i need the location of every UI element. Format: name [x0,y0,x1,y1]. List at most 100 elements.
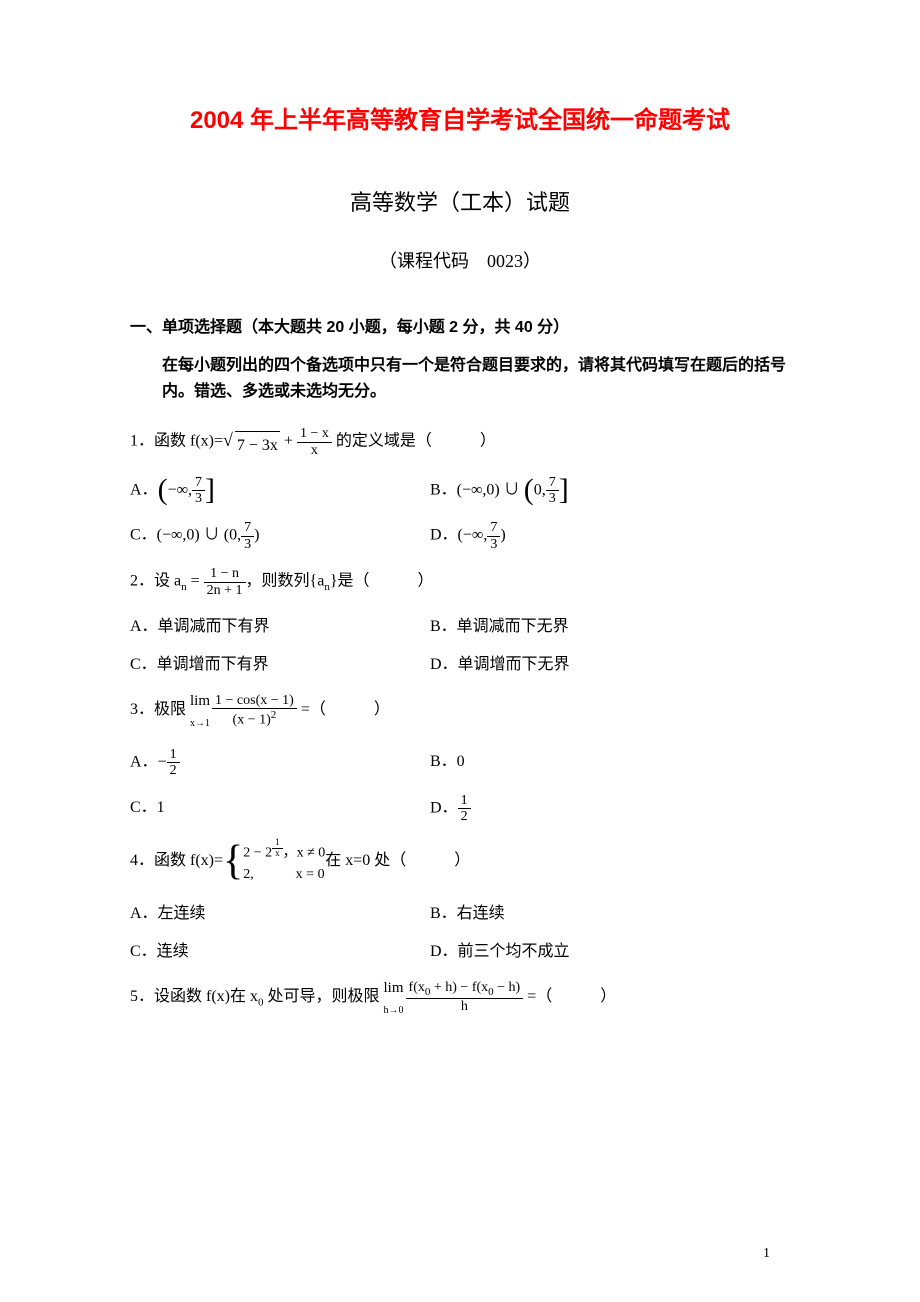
q3A-label: A．− [130,753,167,770]
q1-optB-frac: 73 [546,475,559,507]
q2-mid: ，则数列{a [246,573,325,590]
sub-title: 高等数学（工本）试题 [130,185,790,217]
q4-row1: 2 − 21x，x ≠ 0 [243,838,325,864]
page-number: 1 [763,1246,770,1262]
q1B-num: 7 [546,475,559,491]
q2-frac: 1 − n2n + 1 [204,566,246,598]
q5-frac: f(x0 + h) − f(x0 − h)h [406,980,524,1014]
q1-frac-den: x [297,443,332,458]
q1-optC-frac: 73 [241,520,254,552]
q1D-tail: ) [500,527,505,544]
q4-row2: 2, x = 0 [243,864,325,885]
q3-opt-a: A．−12 [130,747,430,779]
brace-left-icon: { [223,843,243,881]
bracket-right-icon: ] [205,478,215,502]
q3A-num: 1 [167,747,180,763]
q1-frac: 1 − xx [297,426,332,458]
question-1: 1．函数 f(x)=√7 − 3x + 1 − xx 的定义域是（ ） [130,426,790,460]
q4-opt-b: B．右连续 [430,899,790,923]
main-title: 2004 年上半年高等教育自学考试全国统一命题考试 [130,100,790,135]
q3-suffix: =（ ） [297,701,390,718]
q1A-num: 7 [192,475,205,491]
limit-icon: limh→0 [384,975,404,1020]
q2-options-1: A．单调减而下有界 B．单调减而下无界 [130,612,790,636]
q2-num: 1 − n [204,566,246,582]
q1-opt-d: D．(−∞,73) [430,520,790,552]
q3-frac: 1 − cos(x − 1)(x − 1)2 [212,693,297,728]
q5-limsub: h→0 [384,1002,404,1020]
q3-den: (x − 1)2 [212,709,297,728]
q4-prefix: 4．函数 f(x)= [130,852,223,869]
q2-opt-c: C．单调增而下有界 [130,650,430,674]
sqrt-icon: √7 − 3x [223,431,280,461]
q2-opt-b: B．单调减而下无界 [430,612,790,636]
q3D-den: 2 [458,809,471,824]
q1-plus: + [280,433,297,450]
q3-opt-b: B．0 [430,747,790,779]
q1-options-1: A．(−∞,73] B．(−∞,0) ∪ (0,73] [130,475,790,507]
q4-brace-rows: 2 − 21x，x ≠ 0 2, x = 0 [243,838,325,885]
q1-opt-b: B．(−∞,0) ∪ (0,73] [430,475,790,507]
q3-prefix: 3．极限 [130,701,190,718]
q1C-num: 7 [241,520,254,536]
q2-opt-d: D．单调增而下无界 [430,650,790,674]
section-1-note: 在每小题列出的四个备选项中只有一个是符合题目要求的，请将其代码填写在题后的括号内… [162,353,790,404]
q1-optB-label: B．(−∞,0) ∪ [430,481,524,498]
q1-optC-label: C．(−∞,0) ∪ (0, [130,527,241,544]
q5-numb: + h) − f(x [430,980,488,995]
q3A-den: 2 [167,763,180,778]
q2-options-2: C．单调增而下有界 D．单调增而下无界 [130,650,790,674]
q1D-den: 3 [487,537,500,552]
bracket-left-icon: ( [158,478,168,502]
q3-options-1: A．−12 B．0 [130,747,790,779]
q1-frac-num: 1 − x [297,426,332,442]
q2-eq: = [187,573,204,590]
bracket-left-icon: ( [524,478,534,502]
q4-row1a: 2 − 2 [243,846,272,861]
bracket-right-icon: ] [559,478,569,502]
q2-prefix: 2．设 a [130,573,181,590]
q1-options-2: C．(−∞,0) ∪ (0,73) D．(−∞,73) [130,520,790,552]
q4-options-1: A．左连续 B．右连续 [130,899,790,923]
q5-num: f(x0 + h) − f(x0 − h) [406,980,524,999]
q4-row1b: ，x ≠ 0 [283,846,326,861]
q1-opt-c: C．(−∞,0) ∪ (0,73) [130,520,430,552]
q1C-tail: ) [254,527,259,544]
q3-opt-c: C．1 [130,793,430,825]
q5-numa: f(x [409,980,425,995]
q3-den-sup: 2 [271,709,277,721]
question-5: 5．设函数 f(x)在 x0 处可导，则极限 limh→0f(x0 + h) −… [130,975,790,1020]
q1-optA-frac: 73 [192,475,205,507]
q4-opt-d: D．前三个均不成立 [430,937,790,961]
q2-suffix: }是（ ） [330,573,434,590]
q4-opt-a: A．左连续 [130,899,430,923]
q1-opt-a: A．(−∞,73] [130,475,430,507]
section-1-title: 一、单项选择题（本大题共 20 小题，每小题 2 分，共 40 分） [130,313,790,337]
q3A-frac: 12 [167,747,180,779]
q3-limsub: x→1 [190,715,210,733]
q5-den: h [406,999,524,1014]
q5-numc: − h) [494,980,521,995]
q3-options-2: C．1 D．12 [130,793,790,825]
q3D-label: D． [430,799,458,816]
course-code: （课程代码 0023） [130,247,790,273]
q3-limtxt: lim [190,688,210,715]
exam-page: 2004 年上半年高等教育自学考试全国统一命题考试 高等数学（工本）试题 （课程… [0,0,920,1302]
q1-optD-label: D．(−∞, [430,527,487,544]
q3D-frac: 12 [458,793,471,825]
q4-mid: 在 x=0 处（ ） [325,852,470,869]
question-2: 2．设 an = 1 − n2n + 1，则数列{an}是（ ） [130,566,790,598]
q2-opt-a: A．单调减而下有界 [130,612,430,636]
q3-num: 1 − cos(x − 1) [212,693,297,709]
question-4: 4．函数 f(x)={ 2 − 21x，x ≠ 0 2, x = 0 在 x=0… [130,838,790,885]
q1B-den: 3 [546,491,559,506]
q4-options-2: C．连续 D．前三个均不成立 [130,937,790,961]
q1-prefix: 1．函数 f(x)= [130,433,223,450]
q1C-den: 3 [241,537,254,552]
q4-opt-c: C．连续 [130,937,430,961]
q1D-num: 7 [487,520,500,536]
q1-suffix: 的定义域是（ ） [332,433,496,450]
question-3: 3．极限 limx→11 − cos(x − 1)(x − 1)2 =（ ） [130,688,790,733]
limit-icon: limx→1 [190,688,210,733]
q3D-num: 1 [458,793,471,809]
